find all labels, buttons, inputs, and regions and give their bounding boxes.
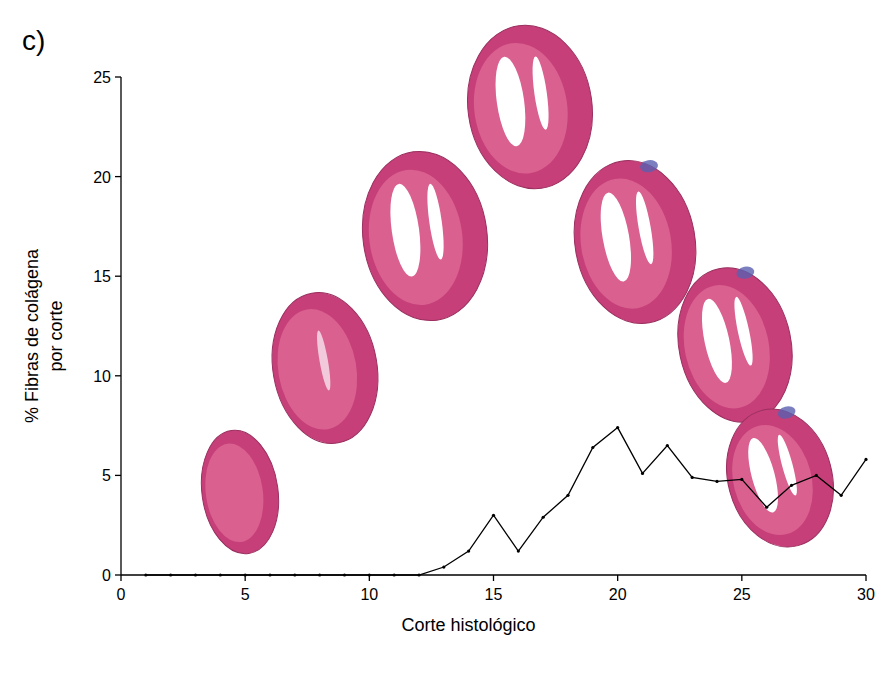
heart-tissue-inner <box>466 37 576 180</box>
x-axis-title: Corte histológico <box>401 615 535 635</box>
data-point <box>194 573 197 576</box>
heart-section <box>194 425 287 558</box>
data-point <box>393 573 396 576</box>
y-tick <box>115 574 121 575</box>
heart-cavity <box>696 296 738 385</box>
y-tick-label: 15 <box>93 268 111 285</box>
heart-cavity <box>731 296 757 367</box>
heart-vessel <box>735 265 755 280</box>
data-point <box>343 573 346 576</box>
x-tick <box>617 575 618 581</box>
data-point <box>169 573 172 576</box>
y-tick <box>115 475 121 476</box>
heart-tissue-inner <box>673 277 781 417</box>
data-point <box>864 458 867 461</box>
chart-root: 0 5 10 15 20 25 30 0 5 10 15 20 25 Corte histológico%… <box>0 0 886 673</box>
heart-section <box>712 397 849 559</box>
y-tick-label: 25 <box>93 69 111 86</box>
heart-tissue <box>194 425 287 558</box>
data-line <box>146 428 866 575</box>
data-point <box>492 514 495 517</box>
data-point <box>641 472 644 475</box>
data-point <box>442 565 445 568</box>
data-point <box>467 549 470 552</box>
data-point <box>318 573 321 576</box>
x-tick <box>741 575 742 581</box>
y-tick <box>115 375 121 376</box>
data-point <box>517 549 520 552</box>
heart-tissue <box>712 397 849 559</box>
data-point <box>144 573 147 576</box>
data-point <box>765 506 768 509</box>
heart-tissue <box>457 17 603 197</box>
heart-cavity <box>314 330 333 391</box>
heart-tissue-inner <box>570 171 681 316</box>
data-point <box>219 573 222 576</box>
data-point <box>542 516 545 519</box>
heart-tissue-inner <box>268 303 366 436</box>
heart-tissue <box>261 284 390 452</box>
data-point <box>268 573 271 576</box>
data-point <box>616 426 619 429</box>
heart-section <box>664 257 806 433</box>
x-tick-label: 25 <box>733 586 751 603</box>
heart-section <box>457 17 603 197</box>
heart-section <box>352 143 498 329</box>
y-tick <box>115 76 121 77</box>
y-tick <box>115 176 121 177</box>
data-point <box>840 494 843 497</box>
x-tick-label: 0 <box>117 586 126 603</box>
heart-cavity <box>632 190 657 265</box>
data-point <box>244 573 247 576</box>
x-tick <box>120 575 121 581</box>
x-tick-label: 15 <box>485 586 503 603</box>
data-point <box>368 573 371 576</box>
x-tick-label: 30 <box>857 586 875 603</box>
y-tick-label: 0 <box>102 567 111 584</box>
x-tick-label: 10 <box>360 586 378 603</box>
y-axis-title-line: % Fibras de colágena <box>22 248 42 423</box>
x-tick-label: 20 <box>609 586 627 603</box>
heart-cavity <box>424 183 447 260</box>
data-point <box>417 573 420 576</box>
y-tick-label: 5 <box>102 467 111 484</box>
data-point <box>715 480 718 483</box>
heart-cavity <box>529 56 552 131</box>
heart-vessel <box>639 159 659 174</box>
data-point <box>740 478 743 481</box>
y-tick-label: 20 <box>93 169 111 186</box>
heart-cavity <box>595 190 637 283</box>
chart-svg: 0 5 10 15 20 25 30 0 5 10 15 20 25 Corte histológico%… <box>0 0 886 673</box>
data-point <box>691 476 694 479</box>
heart-section <box>261 284 390 452</box>
heart-images <box>194 17 849 559</box>
heart-cavity <box>491 55 531 148</box>
x-tick-label: 5 <box>241 586 250 603</box>
heart-tissue <box>664 257 806 433</box>
heart-vessel <box>776 404 796 420</box>
panel-label: c) <box>22 25 45 56</box>
data-point <box>293 573 296 576</box>
data-point <box>566 494 569 497</box>
data-point <box>790 484 793 487</box>
data-point <box>591 446 594 449</box>
data-point <box>666 444 669 447</box>
heart-tissue-inner <box>360 163 471 311</box>
x-tick <box>865 575 866 581</box>
y-axis-title: % Fibras de colágenapor corte <box>22 248 66 423</box>
data-point <box>815 474 818 477</box>
heart-tissue-inner <box>199 440 269 546</box>
y-tick <box>115 276 121 277</box>
y-axis <box>120 77 121 575</box>
x-tick <box>493 575 494 581</box>
y-tick-label: 10 <box>93 368 111 385</box>
heart-tissue <box>352 143 498 329</box>
heart-cavity <box>385 182 425 278</box>
y-axis-title-line: por corte <box>46 300 66 371</box>
plot-area <box>144 426 867 577</box>
heart-cavity <box>774 433 800 497</box>
